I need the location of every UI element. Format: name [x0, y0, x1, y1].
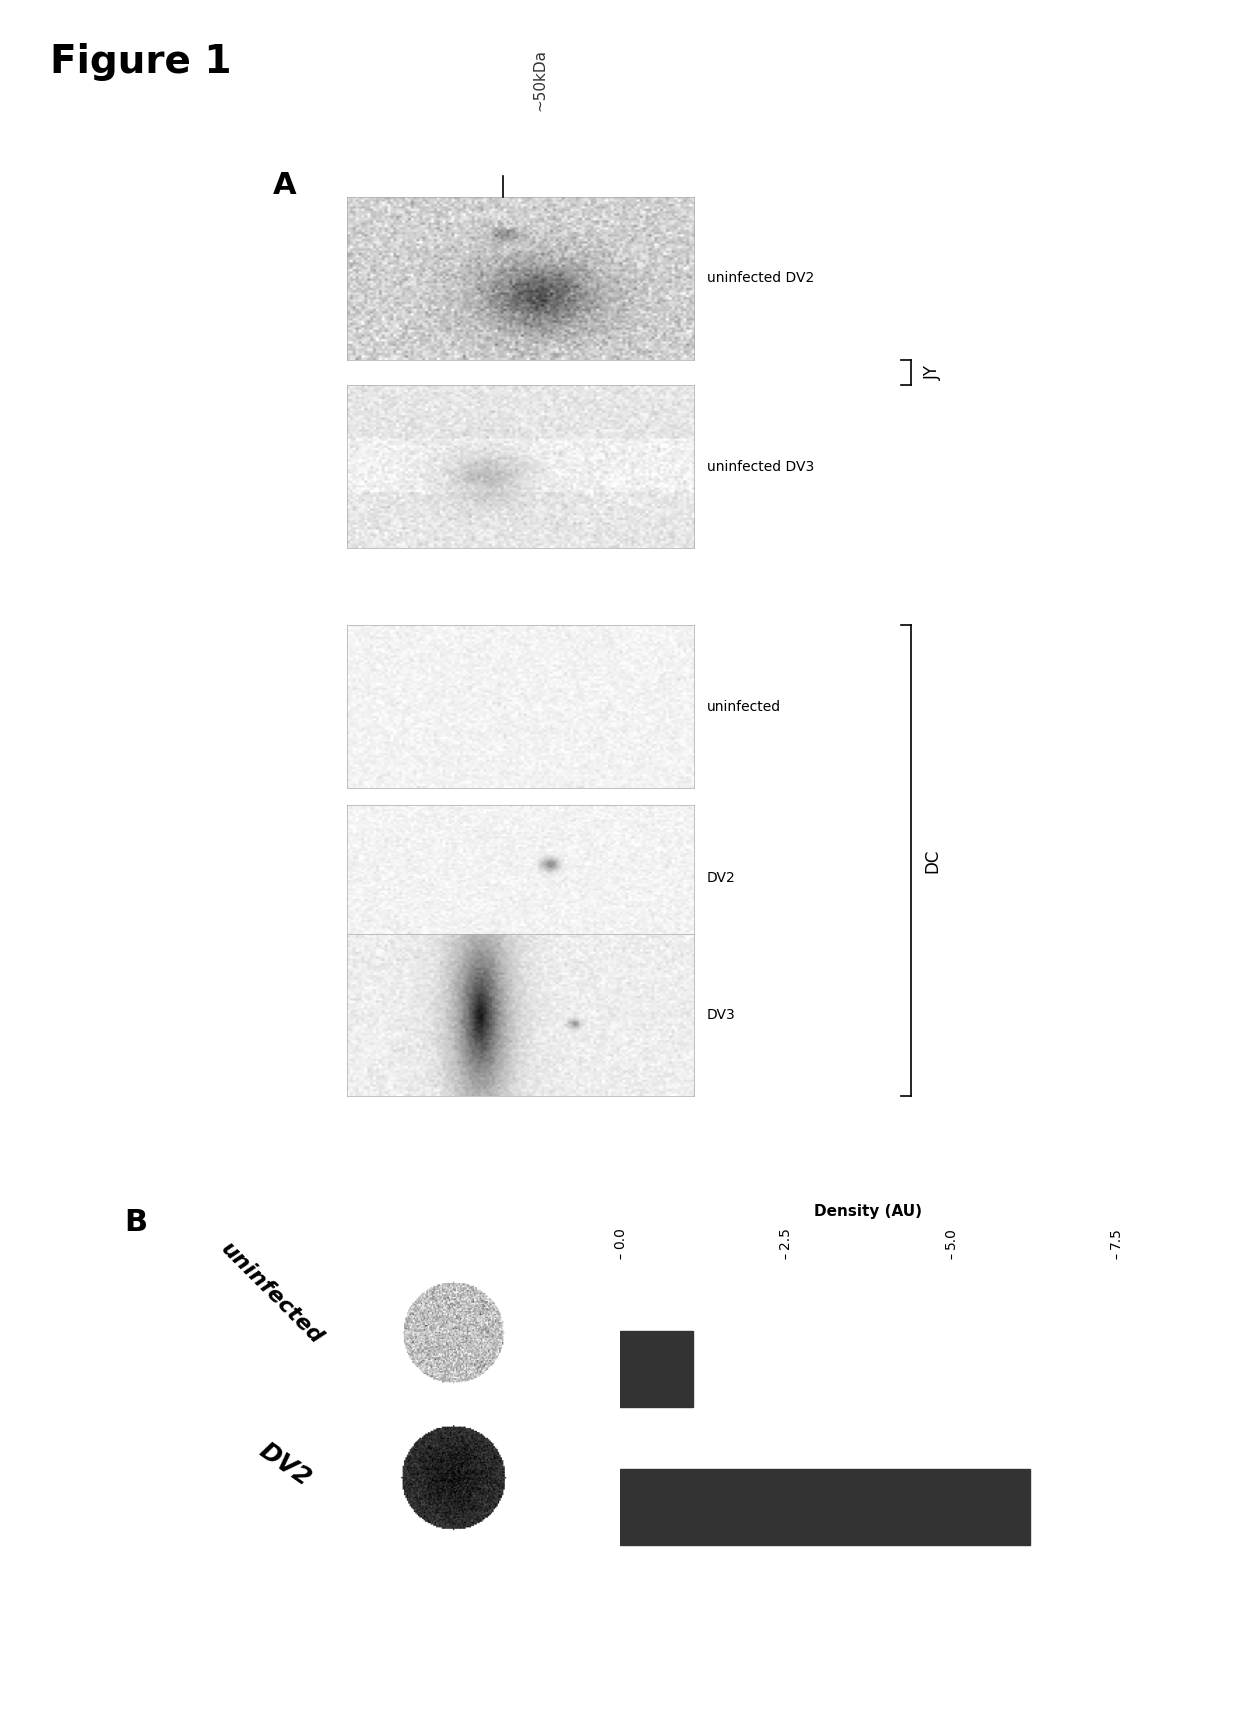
Text: DV2: DV2 — [707, 870, 735, 886]
Text: B: B — [124, 1208, 148, 1237]
Text: DC: DC — [924, 848, 942, 874]
Text: DV3: DV3 — [707, 1007, 735, 1023]
Text: JY: JY — [924, 365, 942, 380]
Text: uninfected DV2: uninfected DV2 — [707, 271, 813, 286]
Text: A: A — [273, 171, 296, 200]
Bar — [620, 1331, 693, 1406]
Text: uninfected: uninfected — [217, 1238, 326, 1348]
Text: DV2: DV2 — [254, 1439, 315, 1490]
Text: uninfected DV3: uninfected DV3 — [707, 459, 813, 475]
Bar — [620, 1470, 1030, 1545]
Text: Figure 1: Figure 1 — [50, 43, 231, 81]
Title: Density (AU): Density (AU) — [813, 1204, 923, 1220]
Text: uninfected: uninfected — [707, 699, 781, 714]
Text: ~50kDa: ~50kDa — [532, 50, 547, 111]
